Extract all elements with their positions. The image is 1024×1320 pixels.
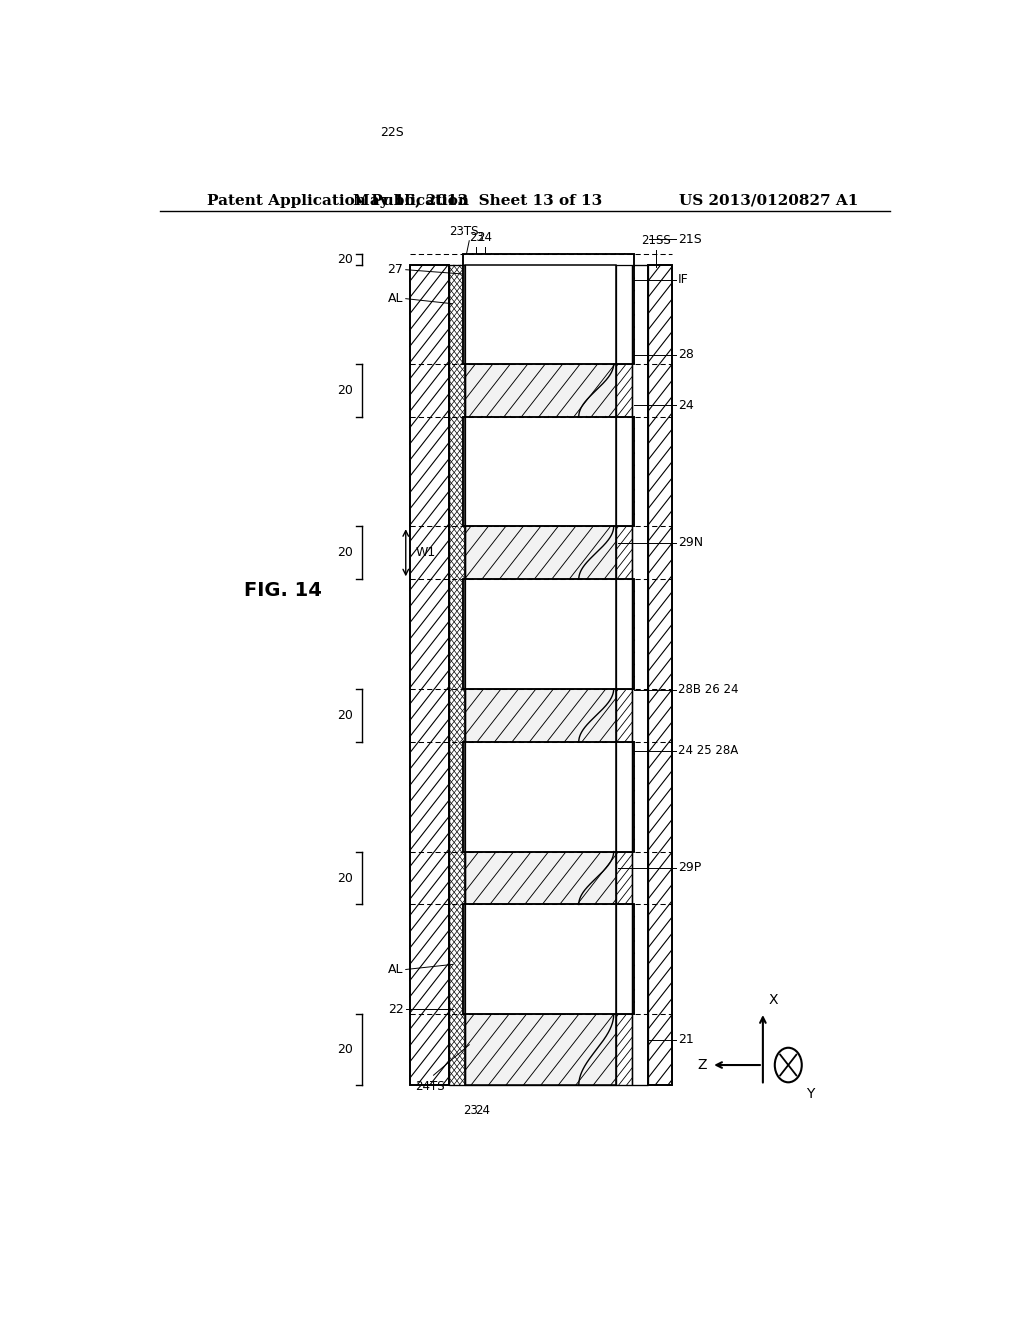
Text: 23: 23: [464, 1104, 478, 1117]
Text: May 16, 2013  Sheet 13 of 13: May 16, 2013 Sheet 13 of 13: [352, 194, 602, 209]
Bar: [463, 253, 634, 364]
Text: 20: 20: [337, 546, 352, 560]
Text: AL: AL: [388, 964, 403, 975]
Bar: [463, 904, 634, 1014]
Bar: [465, 265, 616, 1085]
Bar: [632, 265, 648, 1085]
Text: 22S: 22S: [380, 127, 403, 139]
Bar: [648, 265, 672, 1085]
Text: IF: IF: [678, 273, 689, 286]
Bar: [463, 579, 634, 689]
Bar: [465, 265, 616, 1085]
Text: US 2013/0120827 A1: US 2013/0120827 A1: [679, 194, 858, 209]
Text: W1: W1: [416, 546, 435, 560]
Text: 20: 20: [337, 871, 352, 884]
Bar: [463, 579, 634, 689]
Bar: [632, 265, 648, 1085]
Bar: [463, 253, 634, 364]
Text: 22: 22: [388, 1003, 403, 1015]
Text: 28: 28: [678, 348, 694, 362]
Text: 23: 23: [469, 231, 483, 244]
Text: 28B 26 24: 28B 26 24: [678, 684, 738, 697]
Text: 24: 24: [477, 231, 493, 244]
Text: 27: 27: [387, 263, 403, 276]
Bar: [463, 742, 634, 851]
Text: Y: Y: [806, 1088, 814, 1101]
Text: 20: 20: [337, 253, 352, 267]
Bar: [648, 265, 672, 1085]
Text: Patent Application Publication: Patent Application Publication: [207, 194, 469, 209]
Text: 29N: 29N: [678, 536, 703, 549]
Bar: [450, 265, 465, 1085]
Text: 20: 20: [337, 1043, 352, 1056]
Text: 24 25 28A: 24 25 28A: [678, 744, 738, 758]
Bar: [410, 265, 450, 1085]
Bar: [463, 904, 634, 1014]
Bar: [616, 265, 632, 1085]
Bar: [410, 265, 450, 1085]
Text: 21: 21: [678, 1034, 693, 1047]
Text: AL: AL: [388, 292, 403, 305]
Text: FIG. 14: FIG. 14: [244, 581, 322, 599]
Text: 24: 24: [475, 1104, 490, 1117]
Text: 24: 24: [678, 399, 693, 412]
Bar: [450, 265, 465, 1085]
Bar: [463, 742, 634, 851]
Text: 24TS: 24TS: [415, 1080, 444, 1093]
Bar: [616, 265, 632, 1085]
Bar: [463, 417, 634, 527]
Text: 21SS: 21SS: [641, 234, 671, 247]
Text: 20: 20: [337, 709, 352, 722]
Text: 21S: 21S: [678, 232, 701, 246]
Text: Z: Z: [697, 1059, 708, 1072]
Text: X: X: [768, 993, 778, 1007]
Bar: [463, 417, 634, 527]
Text: 29P: 29P: [678, 862, 701, 874]
Text: 20: 20: [337, 384, 352, 396]
Text: 23TS: 23TS: [449, 224, 478, 238]
